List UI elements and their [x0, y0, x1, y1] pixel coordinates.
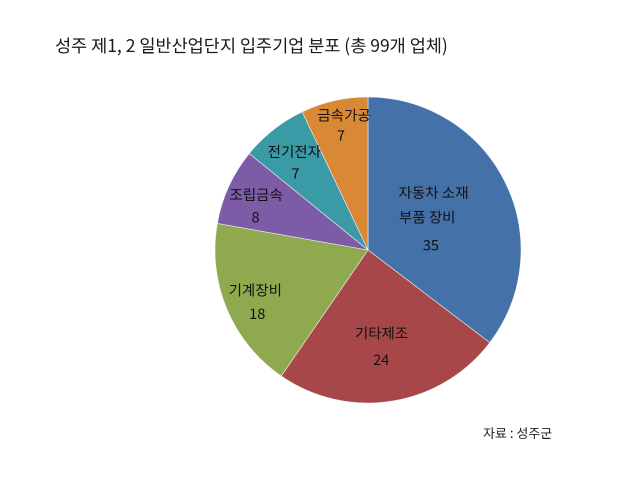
- svg-text:기타제조: 기타제조: [355, 323, 408, 344]
- svg-text:8: 8: [251, 206, 259, 227]
- svg-text:7: 7: [291, 163, 299, 184]
- svg-text:자동차 소재: 자동차 소재: [399, 182, 469, 203]
- svg-text:금속가공: 금속가공: [317, 104, 370, 125]
- svg-text:18: 18: [249, 303, 265, 324]
- svg-text:35: 35: [423, 235, 439, 256]
- svg-text:24: 24: [373, 349, 389, 370]
- svg-text:부품 장비: 부품 장비: [399, 207, 456, 228]
- svg-text:기계장비: 기계장비: [229, 279, 282, 300]
- svg-text:조립금속: 조립금속: [230, 184, 283, 205]
- svg-text:7: 7: [337, 124, 345, 145]
- svg-text:전기전자: 전기전자: [268, 141, 321, 162]
